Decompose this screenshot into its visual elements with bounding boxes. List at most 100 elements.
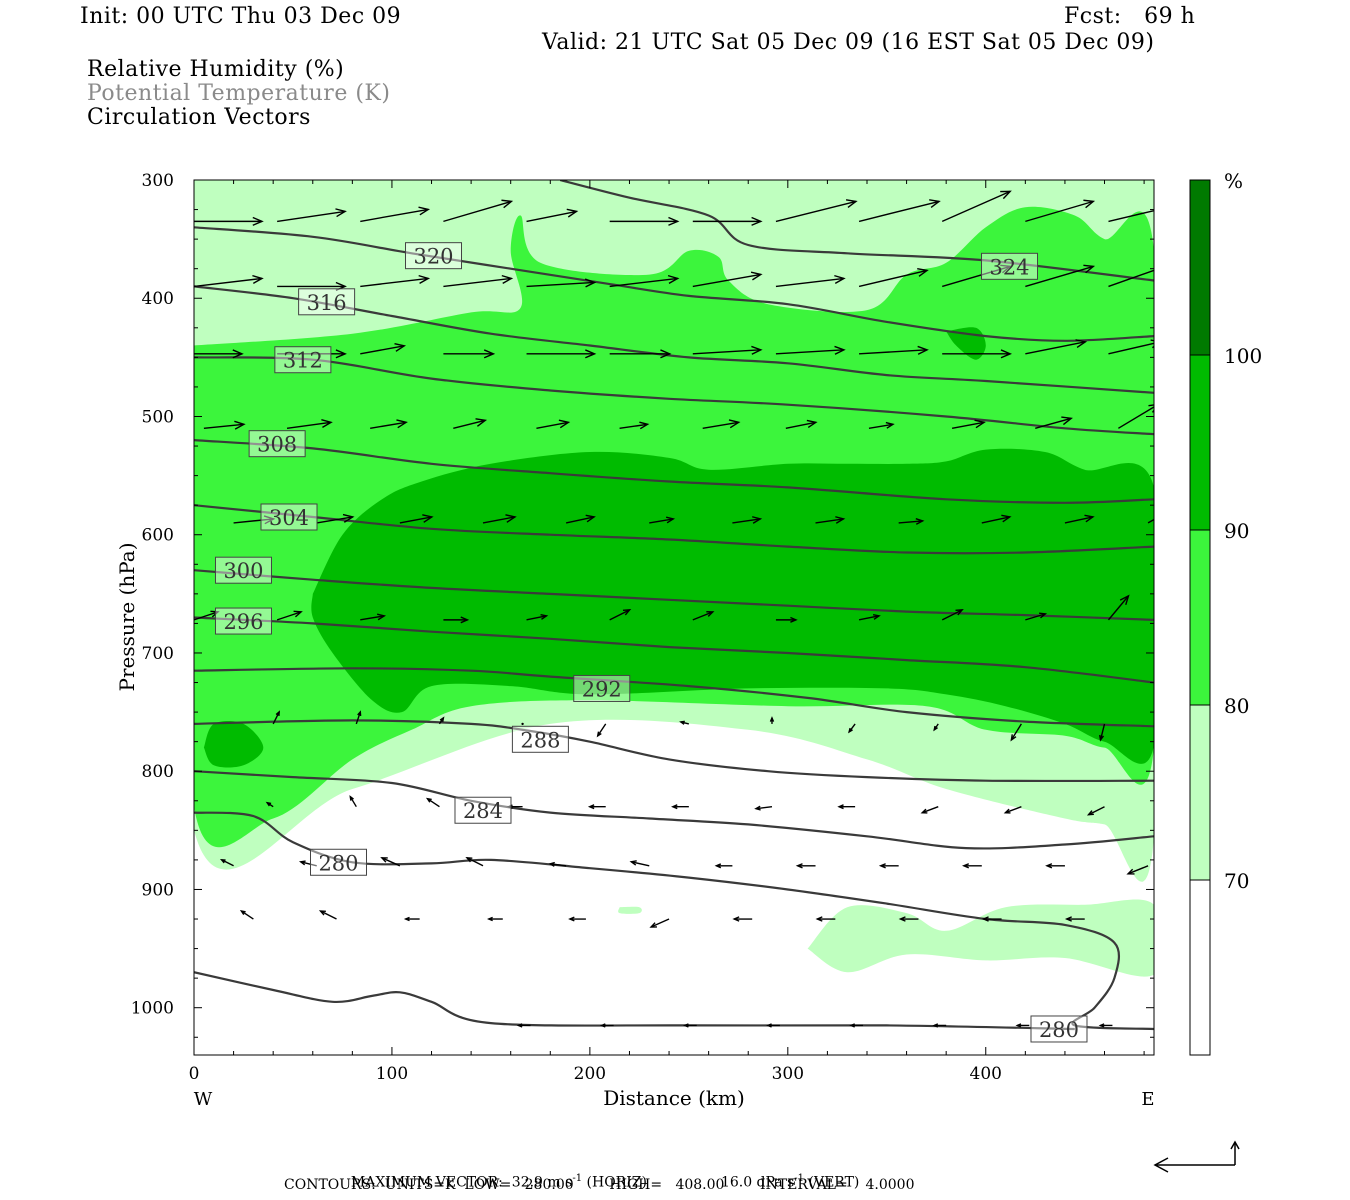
field-relative-humidity: Relative Humidity (%) [87, 57, 345, 82]
circulation-vector-6-11 [1182, 724, 1187, 744]
rh-region-90-5 [203, 720, 264, 768]
max-vector-vert-label: (VERT) [804, 1174, 860, 1191]
circulation-vector-9-8 [898, 916, 919, 922]
rh-region-90-4 [311, 448, 1154, 764]
circulation-vector-10-6 [1015, 1023, 1030, 1028]
plot-area [194, 180, 1188, 1031]
circulation-vector-10-3 [766, 1023, 780, 1028]
circulation-vector-5-9 [941, 609, 964, 621]
circulation-vector-8-2 [380, 857, 401, 867]
circulation-vector-4-1 [316, 513, 355, 524]
theta-label-320: 320 [413, 245, 453, 269]
circulation-vector-9-4 [568, 916, 586, 922]
circulation-vector-2-0 [194, 349, 244, 359]
theta-label-292: 292 [582, 677, 622, 701]
theta-label-box-7 [214, 607, 272, 635]
y-tick-label-800: 800 [142, 762, 174, 782]
circulation-vector-8-7 [795, 863, 816, 869]
colorbar-segment-2 [1189, 529, 1211, 706]
theta-label-box-4 [248, 430, 306, 458]
theta-contour-288-9 [194, 719, 1154, 783]
forecast-hour: Fcst: 69 h [1064, 4, 1196, 29]
circulation-vector-4-6 [732, 516, 763, 524]
circulation-vector-6-5 [679, 720, 690, 725]
circulation-vector-7-11 [1176, 807, 1188, 827]
field-potential-temperature: Potential Temperature (K) [87, 81, 391, 106]
circulation-vector-2-1 [277, 349, 347, 359]
circulation-vectors [194, 190, 1188, 1028]
theta-label-box-9 [511, 725, 569, 753]
circulation-vector-7-7 [837, 804, 856, 810]
theta-label-box-5 [260, 503, 318, 531]
x-tick-label-100: 100 [376, 1064, 408, 1084]
circulation-vector-7-5 [671, 804, 689, 810]
colorbar: 70 80 90 100 [1189, 179, 1262, 1056]
circulation-vector-0-11 [1108, 209, 1154, 223]
colorbar-unit: % [1224, 169, 1243, 193]
theta-label-box-6 [214, 556, 272, 584]
y-tick-label-700: 700 [142, 644, 174, 664]
theta-contour-312-3 [194, 356, 1154, 436]
circulation-vector-2-9 [942, 349, 1013, 359]
max-vector-horiz-exponent: -1 [572, 1173, 583, 1184]
circulation-vector-0-9 [941, 190, 1012, 223]
circulation-vector-10-4 [849, 1023, 864, 1028]
circulation-vector-5-0 [194, 610, 220, 621]
theta-label-284: 284 [463, 799, 503, 823]
circulation-vector-1-3 [443, 274, 514, 288]
circulation-vector-7-9 [1003, 806, 1022, 814]
theta-label-box-1 [405, 242, 463, 270]
y-tick-label-300: 300 [142, 171, 174, 191]
circulation-vector-4-0 [233, 515, 276, 525]
circulation-vector-0-6 [692, 216, 763, 226]
circulation-vector-3-5 [619, 421, 650, 430]
circulation-vector-8-6 [714, 863, 733, 869]
theta-label-324: 324 [989, 255, 1029, 279]
y-axis-title: Pressure (hPa) [115, 543, 139, 692]
x-west-label: W [194, 1089, 213, 1110]
circulation-vector-9-0 [239, 910, 254, 920]
circulation-vector-0-10 [1025, 199, 1096, 223]
circulation-vector-5-6 [692, 611, 715, 621]
theta-contour-308-4 [194, 439, 1154, 504]
circulation-vector-3-6 [702, 419, 741, 430]
rh-shading [194, 180, 1154, 977]
theta-contour-316-2 [194, 285, 1154, 394]
circulation-vector-5-2 [360, 613, 387, 621]
x-tick-label-0: 0 [189, 1064, 200, 1084]
circulation-vector-7-10 [1086, 806, 1105, 816]
circulation-vector-1-0 [194, 274, 264, 288]
circulation-vector-3-7 [785, 419, 818, 429]
circulation-vector-2-7 [775, 345, 846, 355]
circulation-vector-6-4 [596, 723, 607, 738]
x-tick-label-400: 400 [970, 1064, 1002, 1084]
max-vector-vert-exponent: -1 [794, 1173, 805, 1184]
theta-label-312: 312 [283, 349, 323, 373]
circulation-vector-8-5 [629, 860, 650, 867]
circulation-vector-3-8 [868, 421, 895, 430]
circulation-vector-5-5 [609, 609, 632, 621]
circulation-vector-1-5 [609, 274, 680, 288]
circulation-vector-8-10 [1045, 863, 1065, 869]
x-east-label: E [1141, 1089, 1154, 1110]
circulation-vector-3-11 [1118, 404, 1154, 429]
circulation-vector-3-3 [453, 418, 488, 429]
colorbar-label-90: 90 [1224, 519, 1249, 543]
theta-label-308: 308 [257, 433, 297, 457]
circulation-vector-3-9 [951, 419, 986, 429]
init-time: Init: 00 UTC Thu 03 Dec 09 [80, 4, 402, 29]
circulation-vector-3-10 [1035, 416, 1073, 429]
circulation-vector-4-4 [565, 514, 596, 524]
colorbar-segment-1 [1189, 354, 1211, 531]
theta-contour-280-11 [194, 811, 1154, 1031]
circulation-vector-3-0 [203, 420, 246, 430]
colorbar-segment-4 [1189, 879, 1211, 1056]
circulation-vector-5-4 [526, 613, 549, 621]
circulation-vector-6-0 [272, 710, 280, 725]
theta-contour-292-8 [194, 667, 1154, 728]
circulation-vector-1-9 [942, 264, 1012, 288]
axes: 0 100 200 300 400 300 400 500 600 700 800 900 1000 [131, 171, 1154, 1084]
circulation-vector-1-7 [775, 274, 846, 288]
circulation-vector-6-6 [769, 716, 775, 724]
y-tick-label-600: 600 [142, 526, 174, 546]
